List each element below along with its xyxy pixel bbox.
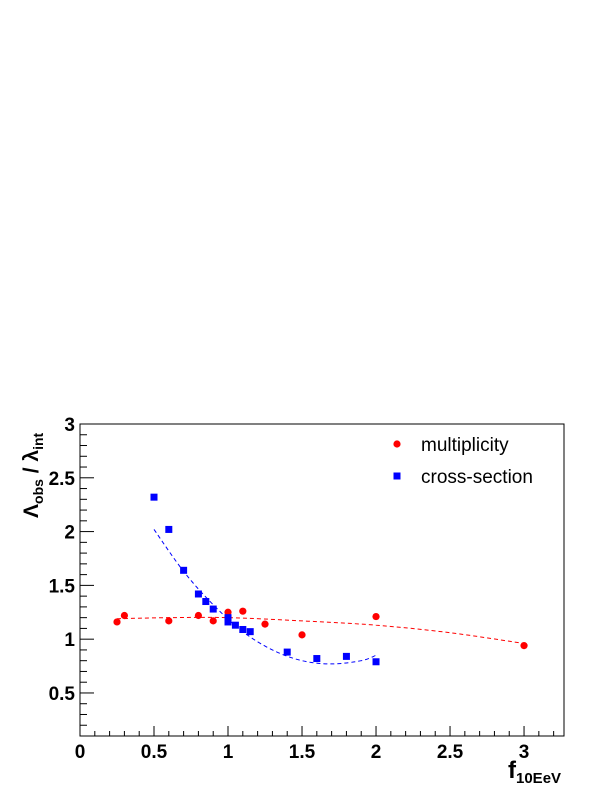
y-tick-label: 2 — [64, 523, 75, 544]
point-cross-section — [180, 566, 188, 574]
legend-label-cross-section: cross-section — [421, 467, 533, 488]
y-axis-ticks: 0.5 1 1.5 2 2.5 3 — [49, 415, 94, 737]
point-cross-section — [342, 652, 350, 660]
y-axis-title: Λobs / λint — [20, 432, 46, 518]
point-cross-section — [165, 525, 173, 533]
point-cross-section — [246, 628, 254, 636]
point-cross-section — [202, 598, 210, 606]
point-cross-section — [313, 655, 321, 663]
legend-label-multiplicity: multiplicity — [421, 435, 509, 456]
x-tick-label: 0 — [75, 742, 86, 763]
fit-curve-multiplicity — [116, 616, 525, 644]
point-cross-section — [224, 618, 232, 626]
point-multiplicity — [194, 611, 203, 620]
point-multiplicity — [239, 607, 247, 615]
y-axis-title-sub1: obs — [30, 479, 46, 504]
x-tick-label: 0.5 — [141, 742, 168, 763]
y-tick-label: 0.5 — [49, 684, 76, 705]
x-axis-ticks: 0 0.5 1 1.5 2 2.5 3 — [75, 726, 555, 763]
point-cross-section — [224, 614, 232, 622]
x-axis-title-sub: 10EeV — [516, 770, 561, 787]
point-cross-section — [194, 590, 202, 598]
point-multiplicity — [224, 608, 232, 616]
data-markers — [113, 493, 528, 666]
point-multiplicity — [372, 612, 380, 621]
x-tick-label: 2.5 — [437, 742, 464, 763]
legend-marker-cross-section — [393, 472, 401, 480]
x-tick-label: 1 — [223, 742, 234, 763]
y-tick-label: 1.5 — [49, 576, 76, 597]
point-multiplicity — [165, 617, 173, 625]
legend-marker-multiplicity — [393, 440, 401, 448]
point-cross-section — [209, 605, 217, 613]
x-tick-label: 3 — [519, 742, 530, 763]
point-multiplicity — [209, 617, 217, 625]
y-axis-title-base1: Λ — [20, 504, 43, 518]
point-multiplicity — [120, 611, 129, 620]
point-cross-section — [231, 621, 239, 629]
y-tick-label: 1 — [64, 630, 75, 651]
legend: multiplicity cross-section — [393, 435, 533, 488]
y-tick-label: 2.5 — [49, 469, 76, 490]
point-cross-section — [372, 658, 380, 666]
x-axis-title: f10EeV — [508, 757, 561, 787]
y-axis-title-base2: λ — [20, 450, 43, 462]
x-tick-label: 1.5 — [289, 742, 316, 763]
point-multiplicity — [113, 618, 121, 626]
fit-curves — [116, 529, 525, 665]
y-tick-label: 3 — [64, 415, 75, 436]
y-axis-title-sep: / — [20, 462, 43, 480]
point-cross-section — [283, 648, 291, 656]
x-tick-label: 2 — [371, 742, 382, 763]
plot-frame — [79, 423, 565, 737]
point-cross-section — [239, 625, 247, 633]
point-multiplicity — [520, 642, 528, 650]
point-cross-section — [150, 493, 158, 501]
point-multiplicity — [298, 631, 306, 639]
fit-curve-cross-section — [153, 529, 377, 665]
y-axis-title-sub2: int — [30, 432, 46, 449]
x-axis-title-base: f — [508, 757, 517, 784]
point-multiplicity — [261, 620, 269, 628]
